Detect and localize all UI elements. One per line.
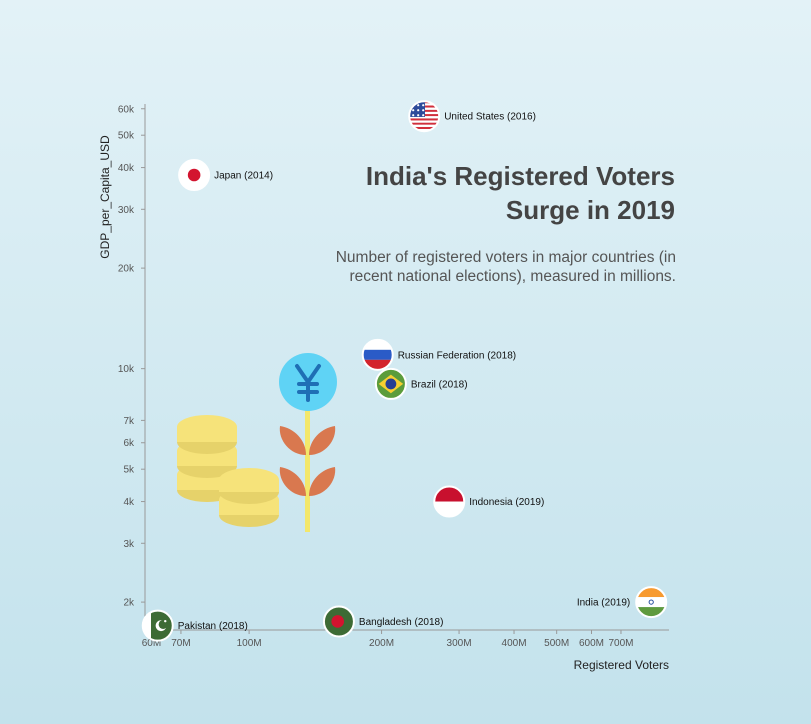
ru-flag-marker (361, 338, 394, 371)
br-flag-marker (374, 367, 407, 400)
chart-title-line-1: India's Registered Voters (366, 161, 675, 191)
point-label-bd: Bangladesh (2018) (359, 617, 444, 628)
data-point-br: Brazil (2018) (374, 367, 468, 400)
y-tick-label: 10k (118, 364, 135, 375)
data-point-pk: Pakistan (2018) (141, 609, 248, 642)
y-tick-label: 6k (123, 438, 135, 449)
chart-title-line-2: Surge in 2019 (506, 195, 675, 225)
x-axis-title: Registered Voters (574, 658, 669, 672)
y-tick-label: 7k (123, 416, 135, 427)
point-label-id: Indonesia (2019) (469, 497, 544, 508)
us-flag-marker (408, 100, 441, 133)
data-point-id: Indonesia (2019) (433, 485, 544, 518)
y-tick-label: 30k (118, 205, 135, 216)
y-tick-label: 3k (123, 539, 135, 550)
data-point-us: United States (2016) (408, 100, 536, 133)
bd-flag-marker (322, 605, 355, 638)
decoration (177, 353, 337, 532)
data-point-in: India (2019) (577, 586, 668, 619)
jp-flag-marker (178, 159, 211, 192)
y-tick-label: 2k (123, 598, 135, 609)
y-tick-label: 5k (123, 465, 135, 476)
pk-flag-marker (141, 609, 174, 642)
yen-plant (279, 353, 337, 532)
point-label-in: India (2019) (577, 598, 630, 609)
y-tick-label: 50k (118, 131, 135, 142)
y-axis-title: GDP_per_Capita_USD (98, 135, 112, 259)
x-tick-label: 100M (237, 638, 262, 649)
id-flag-marker (433, 485, 466, 518)
coin-stack-short (219, 468, 279, 527)
y-tick-label: 40k (118, 163, 135, 174)
coin-stack-tall (177, 415, 237, 502)
x-tick-label: 400M (502, 638, 527, 649)
x-tick-label: 200M (369, 638, 394, 649)
x-tick-label: 500M (544, 638, 569, 649)
yen-icon (295, 364, 321, 402)
axes: 2k 3k 4k 5k 6k 7k 10k 20k 30k 40k 50k 60k 60M 70M 100… (118, 104, 669, 649)
y-tick-label: 60k (118, 104, 135, 115)
data-point-bd: Bangladesh (2018) (322, 605, 444, 638)
in-flag-marker (635, 586, 668, 619)
x-tick-label: 60M (142, 638, 161, 649)
x-tick-label: 600M (579, 638, 604, 649)
point-label-pk: Pakistan (2018) (178, 621, 248, 632)
data-point-ru: Russian Federation (2018) (361, 338, 516, 371)
data-points: United States (2016) Japan (2014) Russian … (141, 100, 668, 642)
point-label-us: United States (2016) (444, 112, 536, 123)
x-ticks: 60M 70M 100M 200M 300M 400M 500M 600M 700M (142, 630, 633, 649)
point-label-jp: Japan (2014) (214, 171, 273, 182)
data-point-jp: Japan (2014) (178, 159, 273, 192)
y-tick-label: 4k (123, 497, 135, 508)
x-tick-label: 70M (171, 638, 190, 649)
chart-subtitle-line-2: recent national elections), measured in … (349, 268, 676, 285)
y-tick-label: 20k (118, 264, 135, 275)
point-label-br: Brazil (2018) (411, 379, 468, 390)
x-tick-label: 700M (608, 638, 633, 649)
x-tick-label: 300M (447, 638, 472, 649)
y-ticks: 2k 3k 4k 5k 6k 7k 10k 20k 30k 40k 50k 60k (118, 104, 145, 609)
chart-subtitle-line-1: Number of registered voters in major cou… (336, 249, 676, 266)
point-label-ru: Russian Federation (2018) (398, 350, 516, 361)
